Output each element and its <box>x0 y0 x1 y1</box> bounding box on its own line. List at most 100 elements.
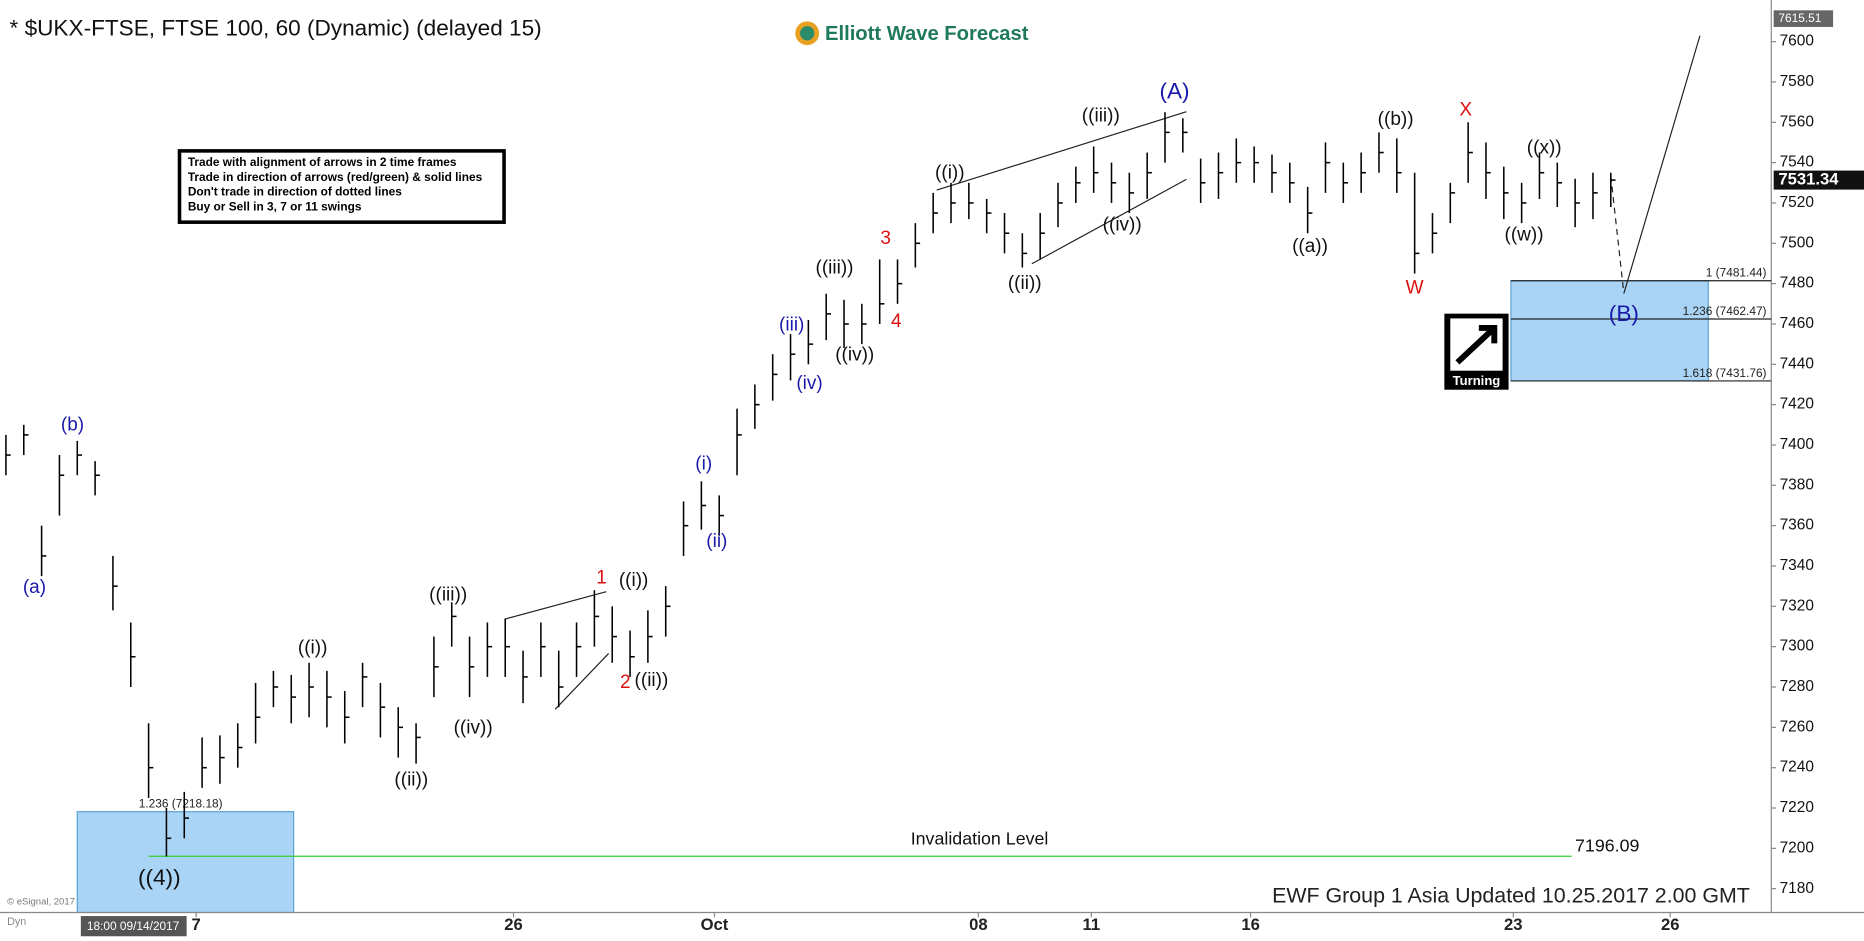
wave-label: ((iv)) <box>454 717 493 738</box>
logo-icon <box>800 26 815 41</box>
y-tick-label: 7600 <box>1780 33 1814 50</box>
y-tick-label: 7340 <box>1780 557 1814 574</box>
trend-line <box>554 653 610 710</box>
projection-line <box>1623 35 1701 294</box>
mode-label: Dyn <box>7 916 26 928</box>
x-tick-label: 16 <box>1241 915 1260 934</box>
wave-label: ((iii)) <box>816 258 854 279</box>
wave-label: 1 <box>596 568 607 589</box>
wave-label: ((i)) <box>935 162 965 183</box>
logo-text: Elliott Wave Forecast <box>825 23 1029 45</box>
wave-label: (b) <box>61 414 84 435</box>
rules-line: Buy or Sell in 3, 7 or 11 swings <box>188 199 362 213</box>
x-tick-label: 23 <box>1504 915 1523 934</box>
wave-label: ((iii)) <box>429 584 467 605</box>
x-tick-label: Oct <box>701 915 729 934</box>
rules-line: Trade in direction of arrows (red/green)… <box>188 170 483 184</box>
time-label: 18:00 09/14/2017 <box>87 919 179 933</box>
wave-label: (ii) <box>706 531 727 552</box>
x-tick-label: 11 <box>1083 915 1101 934</box>
wave-lines <box>505 35 1701 710</box>
y-tick-label: 7460 <box>1780 315 1814 332</box>
trend-line <box>505 591 607 620</box>
logo: Elliott Wave Forecast <box>795 21 1029 46</box>
zones <box>76 280 1709 914</box>
extension-label: 1.236 (7218.18) <box>139 797 223 811</box>
y-tick-label: 7180 <box>1780 880 1814 897</box>
wave-label: ((iv)) <box>1103 215 1142 236</box>
y-tick-label: 7480 <box>1780 275 1814 292</box>
wave-label: ((b)) <box>1378 109 1414 130</box>
rules-line: Don't trade in direction of dotted lines <box>188 185 402 199</box>
y-tick-label: 7260 <box>1780 718 1814 735</box>
invalidation-zone <box>76 811 295 914</box>
scale-top-label: 7615.51 <box>1778 11 1821 25</box>
wave-label: (A) <box>1159 79 1189 104</box>
y-tick-label: 7400 <box>1780 436 1814 453</box>
turning-badge: Turning <box>1444 313 1509 390</box>
wave-label: ((ii)) <box>1008 273 1042 294</box>
y-tick-label: 7220 <box>1780 799 1814 816</box>
wave-label: ((ii)) <box>394 770 428 791</box>
wave-label: ((w)) <box>1504 224 1543 245</box>
y-tick-label: 7580 <box>1780 73 1814 90</box>
y-tick-label: 7420 <box>1780 396 1814 413</box>
trend-line <box>1031 178 1187 265</box>
fib-label: 1.618 (7431.76) <box>1683 366 1767 380</box>
x-tick-label: 26 <box>504 915 523 934</box>
y-tick-label: 7520 <box>1780 194 1814 211</box>
y-tick-label: 7200 <box>1780 839 1814 856</box>
wave-label: 4 <box>891 311 902 332</box>
wave-label: (B) <box>1609 301 1639 326</box>
y-tick-label: 7300 <box>1780 638 1814 655</box>
wave-label: ((iii)) <box>1082 105 1120 126</box>
wave-label: (iii) <box>779 315 804 336</box>
wave-label: ((i)) <box>619 570 649 591</box>
last-price: 7531.34 <box>1778 169 1839 188</box>
wave-label: ((iv)) <box>835 344 874 365</box>
rules-box <box>177 149 506 224</box>
y-tick-label: 7280 <box>1780 678 1814 695</box>
wave-label: ((i)) <box>298 638 328 659</box>
x-tick-label: 26 <box>1661 915 1680 934</box>
wave-label: (i) <box>695 454 712 475</box>
time-label-bg <box>80 916 187 937</box>
wave-label: ((x)) <box>1527 138 1562 159</box>
fib-label: 1.236 (7462.47) <box>1683 304 1767 318</box>
badge-arrow <box>1455 324 1498 365</box>
chart-title: * $UKX-FTSE, FTSE 100, 60 (Dynamic) (del… <box>10 16 542 41</box>
y-tick-label: 7240 <box>1780 759 1814 776</box>
fib-label: 1 (7481.44) <box>1706 266 1767 280</box>
y-tick-label: 7320 <box>1780 597 1814 614</box>
wave-label: W <box>1406 278 1424 299</box>
x-tick-label: 08 <box>969 915 988 934</box>
wave-label: ((ii)) <box>635 670 669 691</box>
scale-top-bg <box>1773 10 1834 27</box>
x-tick-label: 7 <box>192 915 201 934</box>
invalidation-value: 7196.09 <box>1575 835 1639 855</box>
y-tick-label: 7440 <box>1780 355 1814 372</box>
wave-label: (a) <box>23 577 46 598</box>
y-tick-label: 7560 <box>1780 113 1814 130</box>
last-price-bg <box>1773 170 1864 190</box>
wave-label: 2 <box>620 672 631 693</box>
wave-label: ((a)) <box>1292 236 1328 257</box>
badge-text: Turning <box>1453 373 1501 388</box>
rules-line: Trade with alignment of arrows in 2 time… <box>188 155 457 169</box>
target-zone <box>1510 280 1709 382</box>
wave-label: (iv) <box>796 373 822 394</box>
y-tick-label: 7360 <box>1780 517 1814 534</box>
axes <box>0 0 1864 914</box>
projection-dashed <box>1610 175 1625 294</box>
wave-label: 3 <box>880 228 891 249</box>
y-tick-label: 7540 <box>1780 154 1814 171</box>
footer-text: EWF Group 1 Asia Updated 10.25.2017 2.00… <box>1272 884 1750 908</box>
y-tick-label: 7500 <box>1780 234 1814 251</box>
trend-line <box>936 111 1187 191</box>
invalidation-label: Invalidation Level <box>911 828 1049 848</box>
y-tick-label: 7380 <box>1780 476 1814 493</box>
copyright: © eSignal, 2017 <box>7 896 75 907</box>
